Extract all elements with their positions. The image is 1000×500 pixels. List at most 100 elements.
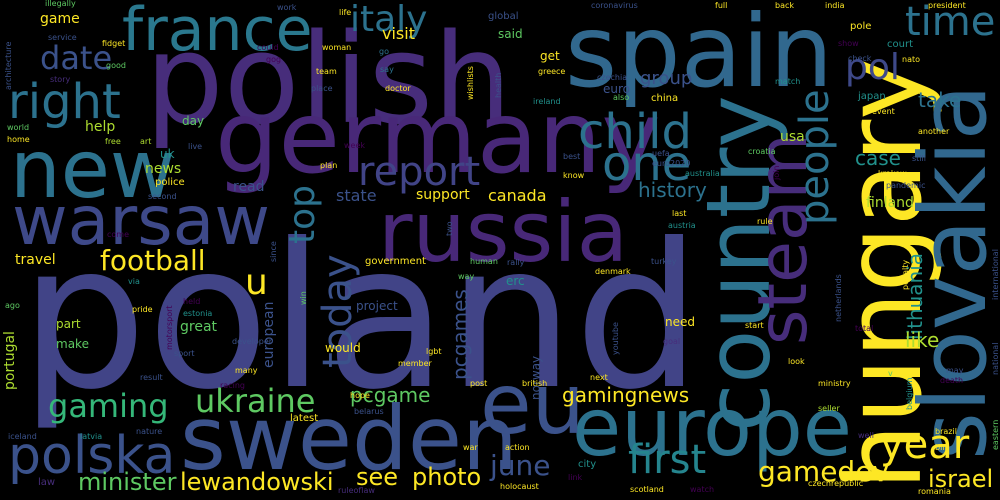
- word-health: health: [494, 72, 503, 98]
- word-eastern: eastern: [991, 419, 1000, 450]
- word-portugal: portugal: [2, 331, 18, 390]
- word-minister: minister: [78, 468, 177, 496]
- word-free: free: [105, 137, 121, 146]
- word-support: support: [416, 187, 470, 203]
- word-may: may: [946, 366, 964, 375]
- word-bill: bill: [935, 443, 947, 452]
- word-city: city: [578, 459, 597, 470]
- word-turkey: turkey: [651, 257, 677, 266]
- word-look: look: [788, 357, 805, 366]
- word-illegally: illegally: [45, 0, 76, 8]
- word-iceland: iceland: [8, 432, 37, 441]
- word-racing: racing: [220, 381, 245, 390]
- word-live: live: [188, 142, 203, 151]
- word-take: take: [918, 88, 962, 112]
- word-euro: euro: [603, 82, 630, 96]
- word-uefa: uefa: [652, 149, 670, 158]
- word-euro2020: euro2020: [652, 159, 691, 168]
- word-death: death: [940, 376, 964, 385]
- word-eu: eu: [480, 355, 585, 453]
- word-poland: poland: [20, 201, 702, 434]
- word-nature: nature: [136, 427, 163, 436]
- word-czechrepublic: czechrepublic: [808, 479, 864, 488]
- word-also: also: [613, 93, 630, 102]
- word-held: held: [183, 297, 201, 306]
- word-get: get: [540, 49, 560, 63]
- word-rule: rule: [757, 217, 773, 226]
- word-place: place: [311, 84, 333, 93]
- word-show: show: [838, 39, 859, 48]
- word-australia: australia: [685, 169, 720, 178]
- word-great: great: [180, 319, 218, 335]
- word-china: china: [651, 93, 679, 104]
- word-date: date: [40, 39, 113, 77]
- word-team: team: [316, 67, 337, 76]
- word-another: another: [918, 127, 950, 136]
- word-project: project: [356, 299, 398, 313]
- word-doctor: doctor: [385, 84, 411, 93]
- word-start: start: [745, 321, 764, 330]
- word-goal: goal: [663, 337, 681, 346]
- word-best: best: [563, 152, 581, 161]
- word-top: top: [282, 185, 323, 244]
- word-way: way: [458, 272, 475, 281]
- word-romania: romania: [918, 487, 951, 496]
- word-erc: erc: [506, 274, 525, 288]
- word-ireland: ireland: [533, 97, 561, 106]
- word-seller: seller: [818, 404, 840, 413]
- word-pandemic: pandemic: [886, 181, 926, 190]
- word-part: part: [56, 317, 81, 331]
- word-post: post: [470, 379, 488, 388]
- word-ago: ago: [5, 301, 20, 310]
- word-netherlands: netherlands: [834, 274, 843, 322]
- word-india: india: [825, 1, 845, 10]
- word-news: news: [145, 161, 182, 177]
- word-action: action: [505, 443, 530, 452]
- word-italy: italy: [350, 0, 428, 40]
- word-brazil: brazil: [935, 427, 957, 436]
- word-via: via: [128, 277, 140, 286]
- word-result: result: [140, 373, 163, 382]
- word-penalty: penalty: [901, 259, 910, 290]
- word-u: u: [245, 262, 268, 303]
- word-win: win: [299, 291, 308, 305]
- word-match: match: [775, 77, 801, 86]
- word-year: year: [880, 422, 970, 468]
- word-ruleoflaw: ruleoflaw: [338, 486, 375, 495]
- word-wishlists: wishlists: [466, 66, 475, 100]
- word-state: state: [336, 186, 377, 205]
- word-child: child: [578, 104, 692, 160]
- word-see: see: [356, 463, 399, 491]
- word-canada: canada: [488, 186, 547, 205]
- word-croatia: croatia: [748, 147, 776, 156]
- word-polish: polish: [145, 8, 512, 152]
- word-second: second: [148, 192, 177, 201]
- word-good: good: [106, 61, 126, 70]
- word-warsaw: warsaw: [12, 182, 270, 261]
- word-plan: plan: [320, 161, 338, 170]
- word-ministry: ministry: [818, 379, 851, 388]
- word-game: game: [40, 11, 80, 27]
- word-europe: europe: [572, 381, 852, 474]
- word-international: international: [991, 249, 1000, 300]
- word-read: read: [233, 179, 265, 195]
- word-total: total: [855, 324, 874, 333]
- word-ukraine: ukraine: [195, 382, 316, 420]
- word-gamingnews: gamingnews: [562, 383, 690, 407]
- word-lgbt: lgbt: [426, 347, 442, 356]
- word-well: well: [858, 431, 874, 440]
- word-full: full: [715, 1, 728, 10]
- word-next: next: [590, 373, 608, 382]
- word-photo: photo: [412, 463, 482, 491]
- word-new: new: [10, 123, 176, 216]
- word-could: could: [257, 43, 279, 52]
- word-european: european: [261, 301, 277, 368]
- word-check: check: [848, 54, 872, 63]
- word-report: report: [358, 149, 481, 195]
- word-like: like: [905, 328, 940, 352]
- word-fidget: fidget: [102, 39, 126, 48]
- word-uk: uk: [160, 147, 175, 161]
- word-czechia: czechia: [597, 73, 628, 82]
- word-v: v: [888, 369, 893, 378]
- word-global: global: [488, 11, 519, 22]
